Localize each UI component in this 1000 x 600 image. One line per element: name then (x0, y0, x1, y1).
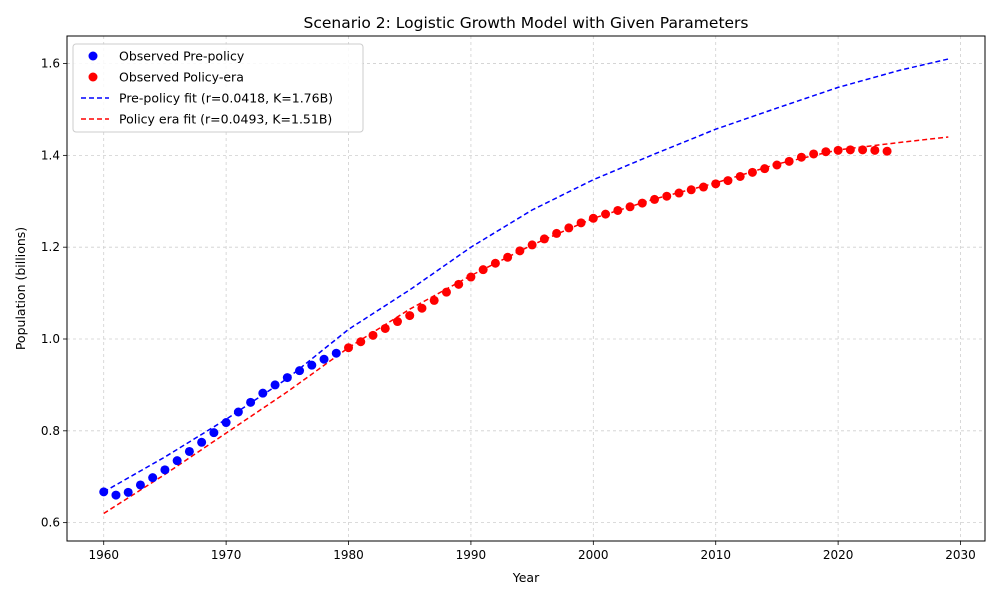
x-axis-ticks: 1960 1970 1980 1990 2000 2010 2020 2030 (88, 541, 976, 562)
data-point (698, 182, 708, 192)
data-point (307, 360, 317, 370)
data-point (319, 354, 329, 364)
y-tick-label: 1.2 (41, 240, 60, 254)
legend-label: Observed Policy-era (119, 70, 244, 85)
y-axis-label: Population (billions) (13, 227, 28, 350)
plot-frame (66, 35, 986, 542)
legend: Observed Pre-policy Observed Policy-era Pr… (72, 43, 364, 133)
legend-label: Pre-policy fit (r=0.0418, K=1.76B) (119, 91, 333, 106)
data-point (380, 323, 390, 333)
data-point (454, 279, 464, 289)
data-point (344, 343, 354, 353)
data-point (123, 487, 133, 497)
x-tick-label: 1980 (333, 548, 364, 562)
data-point (601, 209, 611, 219)
x-tick-label: 2020 (823, 548, 854, 562)
data-point (258, 388, 268, 398)
data-point (723, 176, 733, 186)
grid (67, 36, 985, 541)
data-point (527, 240, 537, 250)
data-point (478, 265, 488, 275)
data-point (233, 407, 243, 417)
data-point (368, 330, 378, 340)
data-point (209, 428, 219, 438)
data-point (135, 480, 145, 490)
data-point (796, 152, 806, 162)
scatter-markers (99, 145, 892, 500)
data-point (539, 234, 549, 244)
data-point (270, 380, 280, 390)
data-point (637, 198, 647, 208)
x-tick-label: 1990 (456, 548, 487, 562)
data-point (429, 295, 439, 305)
data-point (662, 191, 672, 201)
fit-line (103, 136, 949, 515)
data-point (747, 167, 757, 177)
data-point (650, 194, 660, 204)
data-point (111, 490, 121, 500)
data-point (246, 397, 256, 407)
x-tick-label: 2010 (700, 548, 731, 562)
data-point (784, 156, 794, 166)
data-point (735, 171, 745, 181)
data-point (674, 188, 684, 198)
data-point (282, 373, 292, 383)
data-point (221, 418, 231, 428)
data-point (760, 164, 770, 174)
data-point (160, 465, 170, 475)
data-point (613, 205, 623, 215)
x-axis-label: Year (512, 570, 540, 585)
x-tick-label: 1970 (211, 548, 242, 562)
x-tick-label: 2000 (578, 548, 609, 562)
data-point (392, 317, 402, 327)
data-point (197, 437, 207, 447)
legend-box (72, 43, 364, 133)
data-point (588, 213, 598, 223)
data-point (552, 228, 562, 238)
data-point (331, 348, 341, 358)
data-point (356, 337, 366, 347)
data-point (148, 473, 158, 483)
legend-marker (88, 72, 98, 82)
y-tick-label: 0.8 (41, 424, 60, 438)
y-tick-label: 1.0 (41, 332, 60, 346)
x-tick-label: 2030 (945, 548, 976, 562)
data-point (858, 145, 868, 155)
data-point (295, 366, 305, 376)
x-tick-label: 1960 (88, 548, 119, 562)
data-point (184, 446, 194, 456)
legend-label: Policy era fit (r=0.0493, K=1.51B) (119, 112, 332, 127)
data-point (625, 202, 635, 212)
data-point (772, 160, 782, 170)
data-point (833, 145, 843, 155)
data-point (490, 258, 500, 268)
data-point (564, 223, 574, 233)
data-point (686, 185, 696, 195)
data-point (882, 146, 892, 156)
data-point (99, 487, 109, 497)
data-point (845, 145, 855, 155)
data-point (503, 252, 513, 262)
y-tick-label: 0.6 (41, 516, 60, 530)
y-tick-label: 1.4 (41, 148, 60, 162)
fit-line (103, 58, 949, 493)
y-tick-label: 1.6 (41, 57, 60, 71)
legend-marker (88, 51, 98, 61)
data-point (576, 218, 586, 228)
data-point (515, 246, 525, 256)
y-axis-ticks: 0.6 0.8 1.0 1.2 1.4 1.6 (41, 57, 67, 530)
data-point (405, 311, 415, 321)
data-point (466, 272, 476, 282)
data-point (417, 303, 427, 313)
data-point (441, 287, 451, 297)
data-point (821, 147, 831, 157)
data-point (711, 179, 721, 189)
legend-label: Observed Pre-policy (119, 49, 245, 64)
data-point (809, 149, 819, 159)
data-point (870, 145, 880, 155)
data-point (172, 456, 182, 466)
chart-title: Scenario 2: Logistic Growth Model with G… (303, 14, 748, 32)
